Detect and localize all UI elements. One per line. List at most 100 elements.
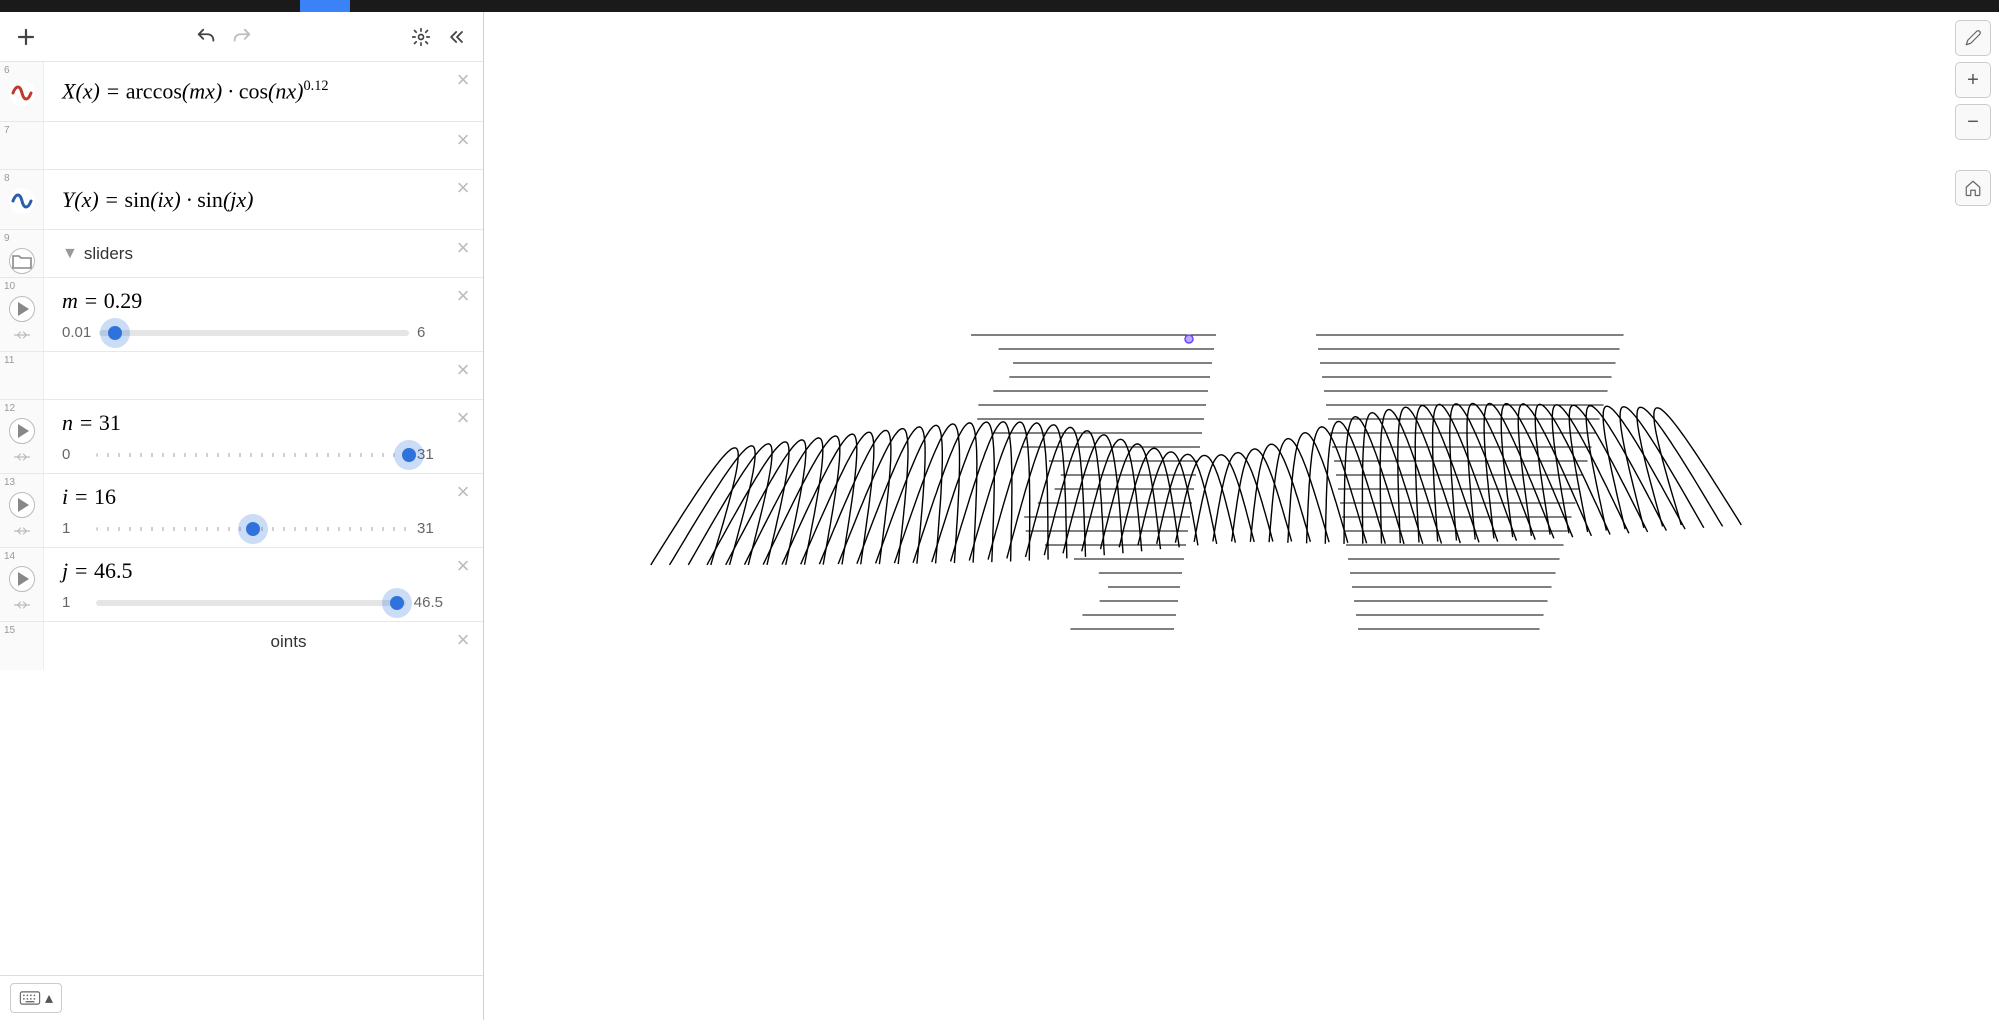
zoom-in-button[interactable]: + [1955, 62, 1991, 98]
delete-row-button[interactable]: × [451, 128, 475, 152]
slider-cell[interactable]: × j = 46.5 1 46.5 [44, 548, 483, 621]
play-icon[interactable] [9, 418, 35, 444]
expression-list[interactable]: 6 × X(x) = arccos(mx) · cos(nx)0.12 7 × [0, 62, 483, 975]
loop-icon[interactable] [13, 524, 31, 542]
slider-max[interactable]: 46.5 [414, 594, 443, 611]
row-gutter: 15 [0, 622, 44, 670]
slider-thumb[interactable] [390, 596, 404, 610]
delete-row-button[interactable]: × [451, 480, 475, 504]
slider-cell[interactable]: × m = 0.29 0.01 6 [44, 278, 483, 351]
delete-row-button[interactable]: × [451, 406, 475, 430]
play-icon[interactable] [9, 566, 35, 592]
expression-cell[interactable]: × [44, 352, 483, 399]
slider-var-label: i = 16 [62, 484, 443, 510]
delete-row-button[interactable]: × [451, 554, 475, 578]
row-gutter: 13 [0, 474, 44, 547]
slider-min[interactable]: 1 [62, 594, 88, 611]
slider-row[interactable]: 12 × n = 31 0 31 [0, 400, 483, 474]
graph-svg [484, 12, 1999, 1020]
slider-track[interactable] [96, 453, 409, 457]
play-icon[interactable] [9, 296, 35, 322]
expression-math[interactable]: Y(x) = sin(ix) · sin(jx) [62, 187, 443, 213]
folder-cell[interactable]: × oints [44, 622, 483, 662]
row-gutter: 10 [0, 278, 44, 351]
home-button[interactable] [1955, 170, 1991, 206]
folder-row[interactable]: 9 × ▼ sliders [0, 230, 483, 278]
slider-cell[interactable]: × n = 31 0 31 [44, 400, 483, 473]
slider-cell[interactable]: × i = 16 1 31 [44, 474, 483, 547]
main-split: 6 × X(x) = arccos(mx) · cos(nx)0.12 7 × [0, 12, 1999, 1020]
top-bar [0, 0, 1999, 12]
play-icon[interactable] [9, 492, 35, 518]
slider-track[interactable] [96, 527, 409, 531]
expression-cell[interactable]: × Y(x) = sin(ix) · sin(jx) [44, 170, 483, 229]
graph-settings-button[interactable] [1955, 20, 1991, 56]
add-expression-button[interactable] [8, 19, 44, 55]
graph-canvas[interactable]: + − [484, 12, 1999, 1020]
delete-row-button[interactable]: × [451, 628, 475, 652]
redo-button[interactable] [224, 19, 260, 55]
collapse-panel-button[interactable] [439, 19, 475, 55]
settings-button[interactable] [403, 19, 439, 55]
caret-down-icon[interactable]: ▼ [62, 245, 78, 263]
wave-icon[interactable] [9, 80, 35, 106]
loop-icon[interactable] [13, 450, 31, 468]
row-gutter: 9 [0, 230, 44, 277]
delete-row-button[interactable]: × [451, 358, 475, 382]
row-number: 7 [0, 126, 10, 136]
slider-thumb[interactable] [402, 448, 416, 462]
row-number: 15 [0, 626, 15, 636]
wave-icon[interactable] [9, 188, 35, 214]
expression-row[interactable]: 7 × [0, 122, 483, 170]
expression-cell[interactable]: × X(x) = arccos(mx) · cos(nx)0.12 [44, 62, 483, 121]
topbar-accent [300, 0, 350, 12]
caret-up-icon: ▴ [45, 988, 53, 1008]
slider-var-label: j = 46.5 [62, 558, 443, 584]
keyboard-bar: ▴ [0, 975, 483, 1020]
slider-min[interactable]: 0.01 [62, 324, 91, 341]
slider-thumb[interactable] [246, 522, 260, 536]
zoom-out-button[interactable]: − [1955, 104, 1991, 140]
row-gutter: 11 [0, 352, 44, 399]
row-gutter: 14 [0, 548, 44, 621]
expression-cell[interactable]: × [44, 122, 483, 169]
expression-row[interactable]: 8 × Y(x) = sin(ix) · sin(jx) [0, 170, 483, 230]
row-number: 13 [0, 478, 15, 488]
slider[interactable]: 0.01 6 [62, 324, 443, 341]
row-number: 11 [0, 356, 14, 366]
delete-row-button[interactable]: × [451, 68, 475, 92]
slider-track[interactable] [96, 600, 406, 606]
delete-row-button[interactable]: × [451, 236, 475, 260]
expression-row[interactable]: 6 × X(x) = arccos(mx) · cos(nx)0.12 [0, 62, 483, 122]
slider[interactable]: 1 31 [62, 520, 443, 537]
row-gutter: 7 [0, 122, 44, 169]
slider-row[interactable]: 10 × m = 0.29 0.01 6 [0, 278, 483, 352]
slider-row[interactable]: 13 × i = 16 1 31 [0, 474, 483, 548]
expression-panel: 6 × X(x) = arccos(mx) · cos(nx)0.12 7 × [0, 12, 484, 1020]
folder-row[interactable]: 15 × oints [0, 622, 483, 670]
slider-min[interactable]: 1 [62, 520, 88, 537]
slider-var-label: n = 31 [62, 410, 443, 436]
slider[interactable]: 0 31 [62, 446, 443, 463]
keyboard-toggle-button[interactable]: ▴ [10, 983, 62, 1013]
slider-min[interactable]: 0 [62, 446, 88, 463]
undo-button[interactable] [188, 19, 224, 55]
row-number: 6 [0, 66, 10, 76]
loop-icon[interactable] [13, 598, 31, 616]
loop-icon[interactable] [13, 328, 31, 346]
slider-max[interactable]: 31 [417, 520, 443, 537]
expression-toolbar [0, 12, 483, 62]
slider-row[interactable]: 14 × j = 46.5 1 46.5 [0, 548, 483, 622]
slider-thumb[interactable] [108, 326, 122, 340]
expression-row[interactable]: 11 × [0, 352, 483, 400]
slider-track[interactable] [99, 330, 409, 336]
slider-max[interactable]: 6 [417, 324, 443, 341]
slider[interactable]: 1 46.5 [62, 594, 443, 611]
folder-icon[interactable] [9, 248, 35, 274]
graph-controls: + − [1955, 20, 1991, 206]
delete-row-button[interactable]: × [451, 176, 475, 200]
expression-math[interactable]: X(x) = arccos(mx) · cos(nx)0.12 [62, 78, 443, 104]
delete-row-button[interactable]: × [451, 284, 475, 308]
folder-cell[interactable]: × ▼ sliders [44, 230, 483, 277]
row-gutter: 6 [0, 62, 44, 121]
